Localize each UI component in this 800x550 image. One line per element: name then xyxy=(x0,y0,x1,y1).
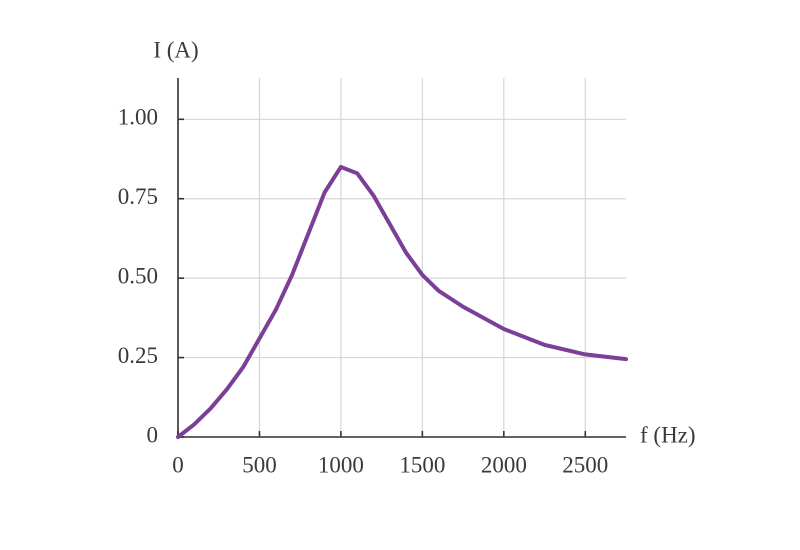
x-tick-label: 2500 xyxy=(562,452,608,477)
y-tick-label: 1.00 xyxy=(118,105,158,130)
y-axis-label: I (A) xyxy=(153,37,198,62)
x-tick-label: 1500 xyxy=(399,452,445,477)
x-tick-label: 500 xyxy=(242,452,277,477)
x-tick-label: 0 xyxy=(172,452,184,477)
x-tick-label: 2000 xyxy=(481,452,527,477)
x-tick-label: 1000 xyxy=(318,452,364,477)
y-tick-label: 0.25 xyxy=(118,343,158,368)
x-axis-label: f (Hz) xyxy=(640,422,696,447)
y-tick-label: 0 xyxy=(147,422,159,447)
data-line xyxy=(176,164,628,439)
y-tick-label: 0.75 xyxy=(118,184,158,209)
y-tick-label: 0.50 xyxy=(118,263,158,288)
